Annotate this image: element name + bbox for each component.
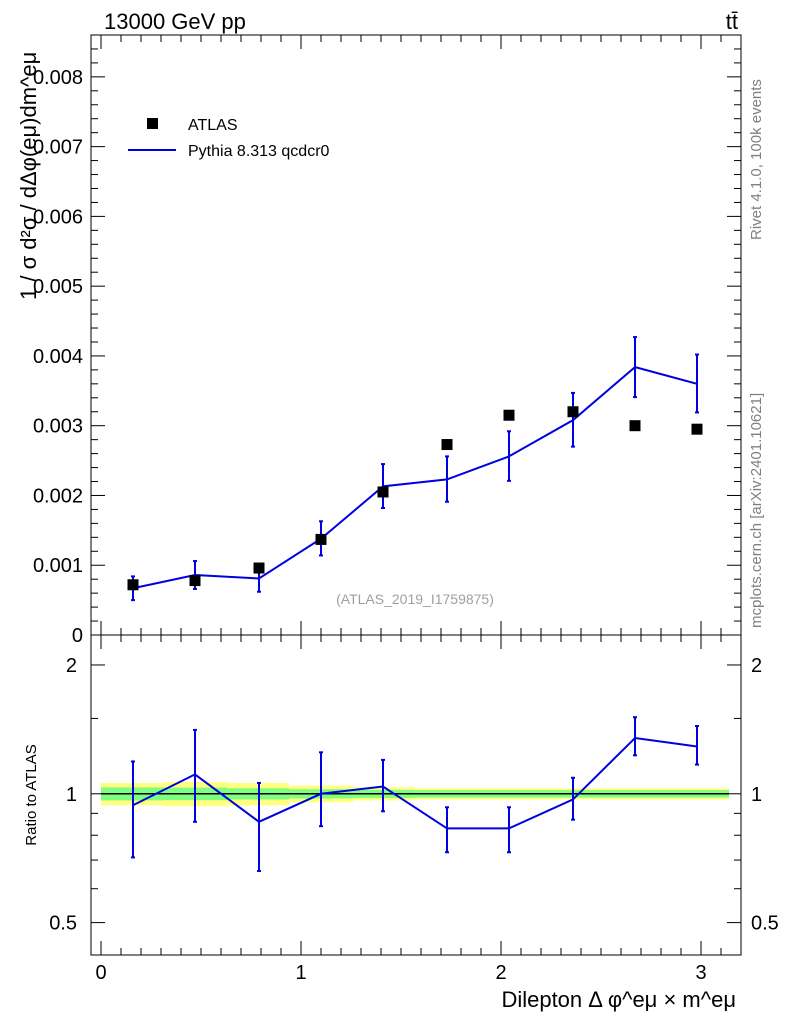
mc-line: [132, 365, 698, 590]
data-series: [127, 406, 703, 591]
data-point: [377, 486, 389, 498]
legend-label-atlas: ATLAS: [188, 117, 238, 134]
ratio-x-ticks: 0 1 2 3: [95, 635, 722, 984]
main-x-ticks: [100, 35, 722, 635]
main-y-tick-label: 0.006: [33, 206, 83, 228]
x-axis-label: Dilepton Δ φ^eμ × m^eμ: [501, 987, 736, 1012]
data-point: [441, 439, 453, 451]
mc-series: [131, 336, 699, 602]
legend-marker-atlas: [147, 118, 158, 129]
legend: ATLAS Pythia 8.313 qcdcr0: [128, 117, 330, 160]
data-point: [691, 423, 703, 435]
x-tick-label: 0: [95, 962, 106, 984]
data-point: [629, 420, 641, 432]
ratio-y-tick-label-right: 2: [751, 655, 762, 677]
ratio-y-axis-label: Ratio to ATLAS: [23, 744, 40, 845]
data-point: [189, 575, 201, 587]
analysis-label: (ATLAS_2019_I1759875): [336, 591, 494, 607]
data-point: [315, 533, 327, 545]
main-y-tick-label: 0: [72, 625, 83, 647]
process-label: tt̄: [726, 9, 738, 34]
main-y-tick-label: 0.008: [33, 67, 83, 89]
main-y-tick-label: 0.005: [33, 276, 83, 298]
ratio-mc-series: [131, 716, 699, 873]
main-panel: 0 0.001 0.002 0.003 0.004 0.005 0.006 0.007 0.00…: [16, 34, 742, 647]
data-point: [253, 562, 265, 574]
main-y-tick-label: 0.003: [33, 416, 83, 438]
ratio-y-tick-label: 0.5: [49, 913, 77, 935]
main-y-tick-label: 0.002: [33, 485, 83, 507]
x-tick-label: 1: [295, 962, 306, 984]
x-tick-label: 3: [695, 962, 706, 984]
ratio-y-ticks: 0.5 0.5 1 1 2 2: [49, 655, 779, 935]
data-point: [503, 409, 515, 421]
x-tick-label: 2: [495, 962, 506, 984]
ratio-y-tick-label: 2: [66, 655, 77, 677]
ratio-frame: [90, 634, 742, 956]
ratio-y-tick-label: 1: [66, 784, 77, 806]
main-y-axis-label: 1 / σ d²σ / dΔφ(eμ)dm^eμ: [16, 52, 41, 300]
ratio-mc-line: [132, 736, 698, 830]
data-point: [127, 579, 139, 591]
main-y-tick-label: 0.004: [33, 346, 83, 368]
main-y-ticks: 0 0.001 0.002 0.003 0.004 0.005 0.006 0.007 0.00…: [33, 34, 741, 647]
rivet-label: Rivet 4.1.0, 100k events: [748, 79, 765, 240]
legend-label-mc: Pythia 8.313 qcdcr0: [188, 143, 330, 160]
main-y-tick-label: 0.007: [33, 137, 83, 159]
energy-label: 13000 GeV pp: [104, 9, 246, 34]
ratio-y-tick-label-right: 1: [751, 784, 762, 806]
ratio-panel: 0.5 0.5 1 1 2 2 0 1 2 3 Ratio to ATLAS Dilepton …: [23, 634, 779, 1012]
source-label: mcplots.cern.ch [arXiv:2401.10621]: [748, 393, 765, 628]
main-y-tick-label: 0.001: [33, 555, 83, 577]
ratio-y-tick-label-right: 0.5: [751, 913, 779, 935]
data-point: [567, 406, 579, 418]
